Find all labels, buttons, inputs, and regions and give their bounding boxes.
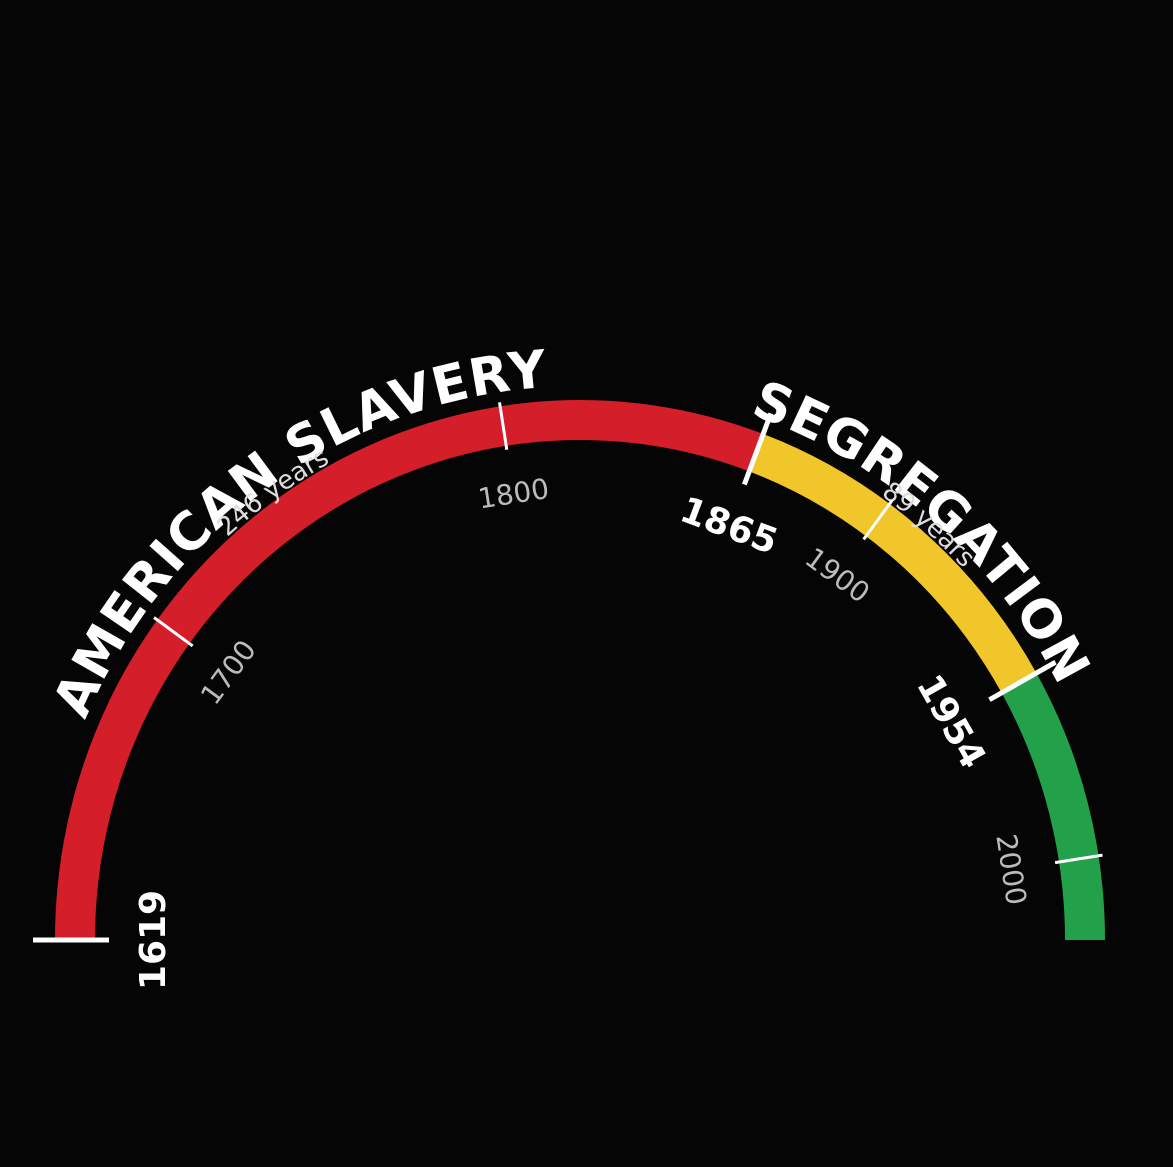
major-tick	[988, 660, 1057, 702]
major-tick	[742, 412, 774, 486]
minor-tick	[862, 499, 894, 541]
timeline-segment	[1001, 673, 1105, 941]
timeline-segment	[55, 400, 764, 941]
minor-tick	[498, 402, 509, 451]
minor-tick	[1054, 853, 1103, 865]
major-tick-label: 1619	[133, 890, 174, 990]
minor-tick	[153, 616, 194, 648]
timeline-segment	[749, 434, 1037, 693]
